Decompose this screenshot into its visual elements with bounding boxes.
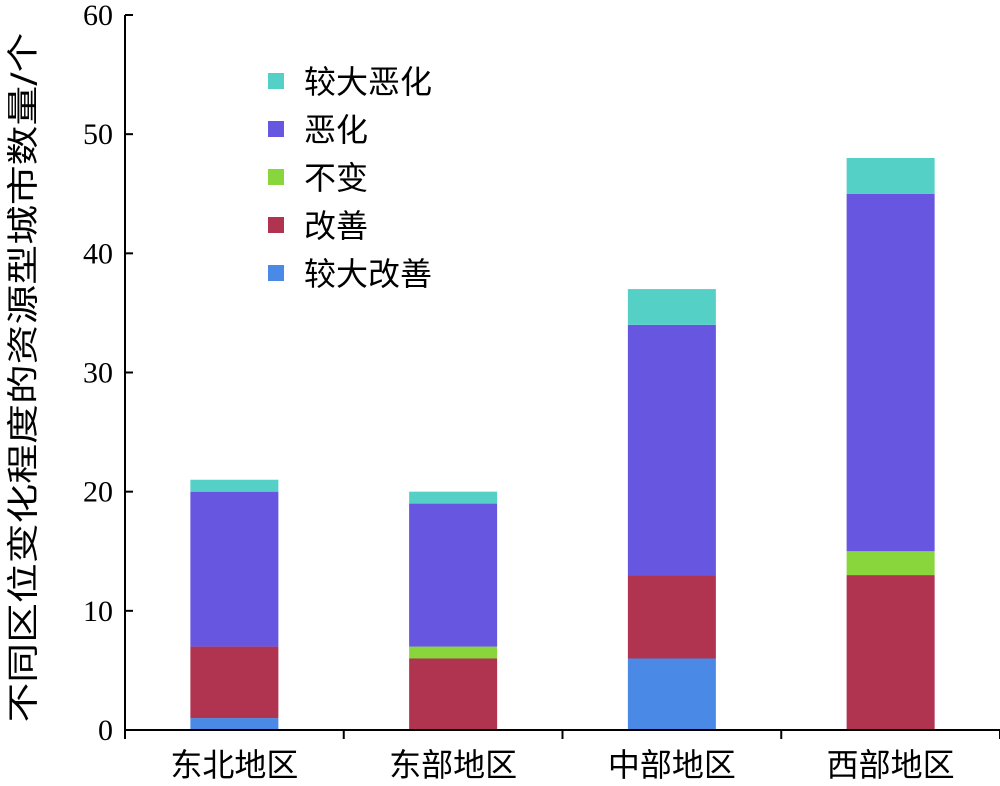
- bar-segment: [190, 646, 279, 719]
- legend-swatch: [268, 73, 284, 89]
- bar-segment: [409, 658, 498, 730]
- bar-segment: [846, 193, 935, 552]
- y-tick-label: 20: [83, 476, 113, 509]
- x-category-label: 东北地区: [170, 746, 298, 784]
- legend-swatch: [268, 265, 284, 281]
- bar-segment: [846, 158, 935, 194]
- y-tick-label: 30: [83, 357, 113, 390]
- bar-segment: [190, 491, 279, 647]
- legend-label: 较大改善: [304, 255, 432, 293]
- bar-segment: [190, 479, 279, 492]
- y-axis-title: 不同区位变化程度的资源型城市数量/个: [4, 33, 42, 723]
- y-tick-label: 60: [83, 0, 113, 32]
- legend-label: 不变: [304, 159, 368, 197]
- bar-segment: [627, 289, 716, 325]
- legend-swatch: [268, 217, 284, 233]
- bar-segment: [846, 551, 935, 576]
- x-category-label: 中部地区: [608, 746, 736, 784]
- bar-segment: [409, 503, 498, 647]
- bars-layer: [190, 158, 935, 730]
- bar-segment: [627, 324, 716, 576]
- axes-layer: 0 10 20 30 40 50 60 东北地区 东部地区 中部地区 西部地区: [83, 0, 1000, 784]
- bar-segment: [190, 718, 279, 730]
- legend-label: 较大恶化: [304, 63, 432, 101]
- legend-label: 改善: [304, 207, 368, 245]
- x-category-label: 西部地区: [827, 746, 955, 784]
- legend-swatch: [268, 169, 284, 185]
- legend-swatch: [268, 121, 284, 137]
- x-category-label: 东部地区: [389, 746, 517, 784]
- bar-segment: [409, 646, 498, 659]
- bar-segment: [409, 491, 498, 504]
- y-tick-label: 10: [83, 595, 113, 628]
- y-tick-label: 50: [83, 118, 113, 151]
- y-tick-label: 0: [98, 714, 113, 747]
- legend-label: 恶化: [304, 111, 368, 149]
- bar-segment: [846, 575, 935, 730]
- bar-segment: [627, 575, 716, 659]
- bar-segment: [627, 658, 716, 730]
- y-tick-label: 40: [83, 237, 113, 270]
